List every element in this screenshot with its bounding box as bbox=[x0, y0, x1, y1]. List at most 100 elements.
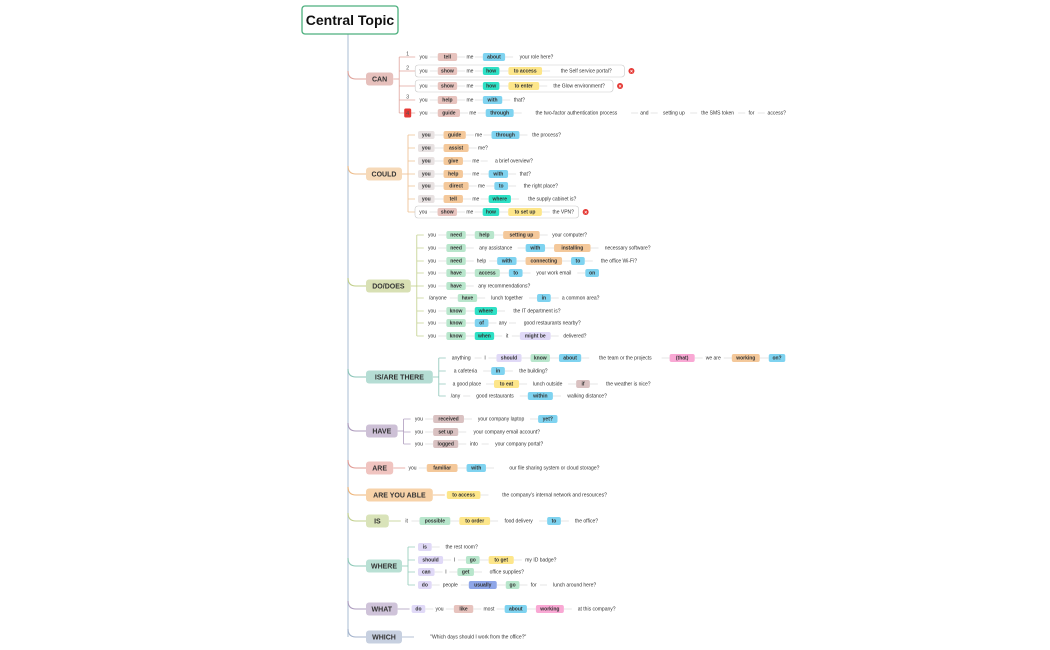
word-should[interactable]: should bbox=[496, 354, 522, 362]
sentence-row[interactable]: 1 you tell me about your role here? bbox=[406, 52, 560, 62]
word-through[interactable]: through bbox=[491, 131, 520, 139]
sentence-row[interactable]: you have any recommendations? bbox=[425, 282, 535, 290]
word-it[interactable]: it bbox=[401, 517, 412, 525]
word-you[interactable]: you bbox=[433, 605, 446, 613]
word-when[interactable]: when bbox=[474, 332, 495, 340]
word-to[interactable]: to bbox=[494, 182, 509, 190]
word-to[interactable]: to bbox=[571, 257, 585, 265]
word-you[interactable]: you bbox=[412, 415, 426, 423]
branch-which[interactable]: WHICH bbox=[366, 630, 402, 644]
word-me[interactable]: me bbox=[470, 195, 481, 203]
word-the-office-wi-fi[interactable]: the office Wi-Fi? bbox=[592, 257, 646, 265]
word-you[interactable]: you bbox=[425, 282, 439, 290]
word-go[interactable]: go bbox=[465, 556, 480, 564]
word-i[interactable]: I bbox=[481, 354, 489, 362]
branch-do-does[interactable]: DO/DOES bbox=[366, 279, 411, 293]
word-is[interactable]: is bbox=[418, 543, 432, 551]
word-with[interactable]: with bbox=[488, 170, 509, 178]
word-to-order[interactable]: to order bbox=[459, 517, 491, 525]
word-about[interactable]: about bbox=[504, 605, 527, 613]
word-the-rest-room[interactable]: the rest room? bbox=[439, 543, 484, 551]
word-lunch-together[interactable]: lunch together bbox=[485, 294, 530, 302]
word-tell[interactable]: tell bbox=[443, 195, 463, 203]
sentence-row[interactable]: to access the company's internal network … bbox=[446, 491, 621, 499]
word-anything[interactable]: anything bbox=[447, 354, 475, 362]
word-that[interactable]: (that) bbox=[669, 354, 695, 362]
word-the-vpn[interactable]: the VPN? bbox=[549, 208, 577, 216]
word-anyone[interactable]: /anyone bbox=[425, 294, 450, 302]
word-setting-up[interactable]: setting up bbox=[503, 231, 540, 239]
word-know[interactable]: know bbox=[530, 354, 550, 362]
sentence-row[interactable]: /anyone have lunch together in a common area… bbox=[425, 294, 603, 302]
word-tell[interactable]: tell bbox=[437, 53, 458, 61]
word-good-restaurants[interactable]: good restaurants bbox=[470, 392, 520, 400]
sentence-row[interactable]: do people usually go for lunch around here? bbox=[418, 581, 603, 589]
word-show[interactable]: show bbox=[437, 67, 458, 75]
sentence-row[interactable]: you received your company laptop yet? bbox=[412, 415, 558, 423]
word-installing[interactable]: installing bbox=[554, 244, 591, 252]
sentence-row[interactable]: you logged into your company portal? bbox=[412, 440, 550, 448]
word-that[interactable]: that? bbox=[510, 96, 529, 104]
word-the-process[interactable]: the process? bbox=[527, 131, 566, 139]
word-i[interactable]: I bbox=[451, 556, 458, 564]
word-help[interactable]: help bbox=[443, 170, 463, 178]
word-yet[interactable]: yet? bbox=[538, 415, 558, 423]
word-with[interactable]: with bbox=[482, 96, 503, 104]
sentence-row[interactable]: you show me how to enter the Glow environment… bbox=[414, 79, 624, 93]
word-you[interactable]: you bbox=[425, 332, 439, 340]
word-the-it-department-is[interactable]: the IT department is? bbox=[505, 307, 569, 315]
sentence-row[interactable]: you help me with that? bbox=[418, 170, 535, 178]
word-a-good-place[interactable]: a good place bbox=[447, 380, 486, 388]
word-to[interactable]: to bbox=[547, 517, 561, 525]
branch-is-are-there[interactable]: IS/ARE THERE bbox=[366, 370, 433, 384]
word-should[interactable]: should bbox=[418, 556, 444, 564]
word-working[interactable]: working bbox=[535, 605, 564, 613]
word-you[interactable]: you bbox=[417, 53, 430, 61]
word-get[interactable]: get bbox=[457, 568, 474, 576]
word-how[interactable]: how bbox=[482, 67, 500, 75]
word-you[interactable]: you bbox=[425, 257, 439, 265]
word-guide[interactable]: guide bbox=[437, 109, 460, 117]
word-to-eat[interactable]: to eat bbox=[494, 380, 520, 388]
branch-can[interactable]: CAN bbox=[366, 72, 394, 86]
sentence-row[interactable]: you give me a brief overview? bbox=[418, 157, 541, 165]
word-in[interactable]: in bbox=[491, 367, 505, 375]
branch-could[interactable]: COULD bbox=[366, 167, 402, 181]
word-assist[interactable]: assist bbox=[443, 144, 469, 152]
word-any[interactable]: any bbox=[496, 319, 509, 327]
sentence-row[interactable]: you need help with connecting to the office Wi… bbox=[425, 257, 646, 265]
word-you[interactable]: you bbox=[417, 208, 430, 216]
word-the-weather-is-nice[interactable]: the weather is nice? bbox=[597, 380, 659, 388]
word-to-set-up[interactable]: to set up bbox=[508, 208, 542, 216]
branch-what[interactable]: WHAT bbox=[366, 602, 398, 616]
word-me[interactable]: me bbox=[470, 157, 481, 165]
sentence-row[interactable]: you direct me to the right place? bbox=[418, 182, 566, 190]
word-the-supply-cabinet-is[interactable]: the supply cabinet is? bbox=[518, 195, 586, 203]
word-how[interactable]: how bbox=[482, 208, 500, 216]
sentence-row[interactable]: a good place to eat lunch outside if the wea… bbox=[447, 380, 659, 388]
sentence-row[interactable]: you show me how to set up the VPN? × bbox=[414, 205, 589, 219]
central-topic-node[interactable]: Central Topic bbox=[301, 5, 399, 35]
word-good-restaurants-nearby[interactable]: good restaurants nearby? bbox=[516, 319, 589, 327]
word-our-file-sharing-system-or-cloud-storage[interactable]: our file sharing system or cloud storage… bbox=[493, 464, 615, 472]
word-you[interactable]: you bbox=[417, 67, 430, 75]
word-you[interactable]: you bbox=[412, 428, 426, 436]
word-your-computer[interactable]: your computer? bbox=[547, 231, 592, 239]
word-the-self-service-portal[interactable]: the Self service portal? bbox=[550, 67, 623, 75]
word-access[interactable]: access bbox=[474, 269, 500, 277]
word-you[interactable]: you bbox=[418, 131, 435, 139]
word-a-brief-overview[interactable]: a brief overview? bbox=[487, 157, 541, 165]
word-your-role-here[interactable]: your role here? bbox=[513, 53, 560, 61]
word-show[interactable]: show bbox=[437, 82, 458, 90]
word-in[interactable]: in bbox=[537, 294, 551, 302]
word-most[interactable]: most bbox=[481, 605, 497, 613]
branch-is[interactable]: IS bbox=[366, 514, 389, 528]
word-you[interactable]: you bbox=[425, 231, 439, 239]
word-with[interactable]: with bbox=[525, 244, 546, 252]
word-possible[interactable]: possible bbox=[419, 517, 451, 525]
word-people[interactable]: people bbox=[439, 581, 461, 589]
word-you[interactable]: you bbox=[418, 144, 435, 152]
word-received[interactable]: received bbox=[433, 415, 464, 423]
word-any[interactable]: /any bbox=[447, 392, 464, 400]
